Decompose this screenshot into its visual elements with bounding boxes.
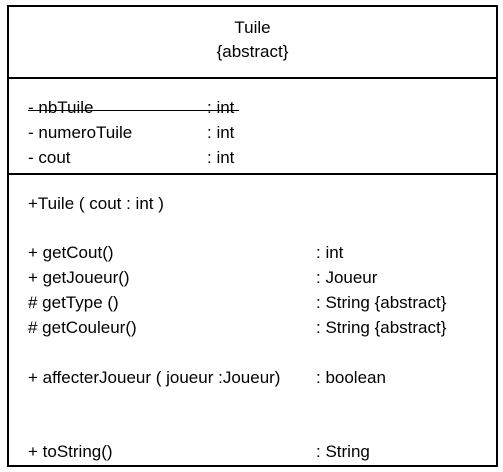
class-stereotype: {abstract} xyxy=(216,42,289,61)
attribute-type: : int xyxy=(207,148,235,167)
static-attribute-underline xyxy=(28,110,239,111)
attribute-name: - cout xyxy=(28,148,71,167)
attribute-type: : int xyxy=(207,98,235,117)
operations-compartment: +Tuile ( cout : int ) + getCout() : int … xyxy=(9,175,496,465)
operation-return-type: : String {abstract} xyxy=(316,293,447,312)
uml-class-box: Tuile {abstract} - nbTuile : int - numer… xyxy=(7,5,498,467)
operation-name: + getJoueur() xyxy=(28,268,130,287)
operation-name: + affecterJoueur ( joueur :Joueur) xyxy=(28,368,281,387)
class-name: Tuile xyxy=(234,18,271,37)
attribute-name: - numeroTuile xyxy=(28,123,133,142)
operation-return-type: : String {abstract} xyxy=(316,318,447,337)
attribute-name: - nbTuile xyxy=(28,98,94,117)
class-name-compartment: Tuile {abstract} xyxy=(9,7,496,79)
operation-name: + toString() xyxy=(28,442,113,461)
operation-return-type: : Joueur xyxy=(316,268,378,287)
operation-return-type: : int xyxy=(316,243,344,262)
attributes-compartment: - nbTuile : int - numeroTuile : int - co… xyxy=(9,79,496,175)
attribute-type: : int xyxy=(207,123,235,142)
operation-return-type: : boolean xyxy=(316,368,386,387)
constructor-signature: +Tuile ( cout : int ) xyxy=(28,194,164,213)
operation-name: # getCouleur() xyxy=(28,318,137,337)
operation-return-type: : String xyxy=(316,442,370,461)
operation-name: + getCout() xyxy=(28,243,114,262)
operation-name: # getType () xyxy=(28,293,119,312)
